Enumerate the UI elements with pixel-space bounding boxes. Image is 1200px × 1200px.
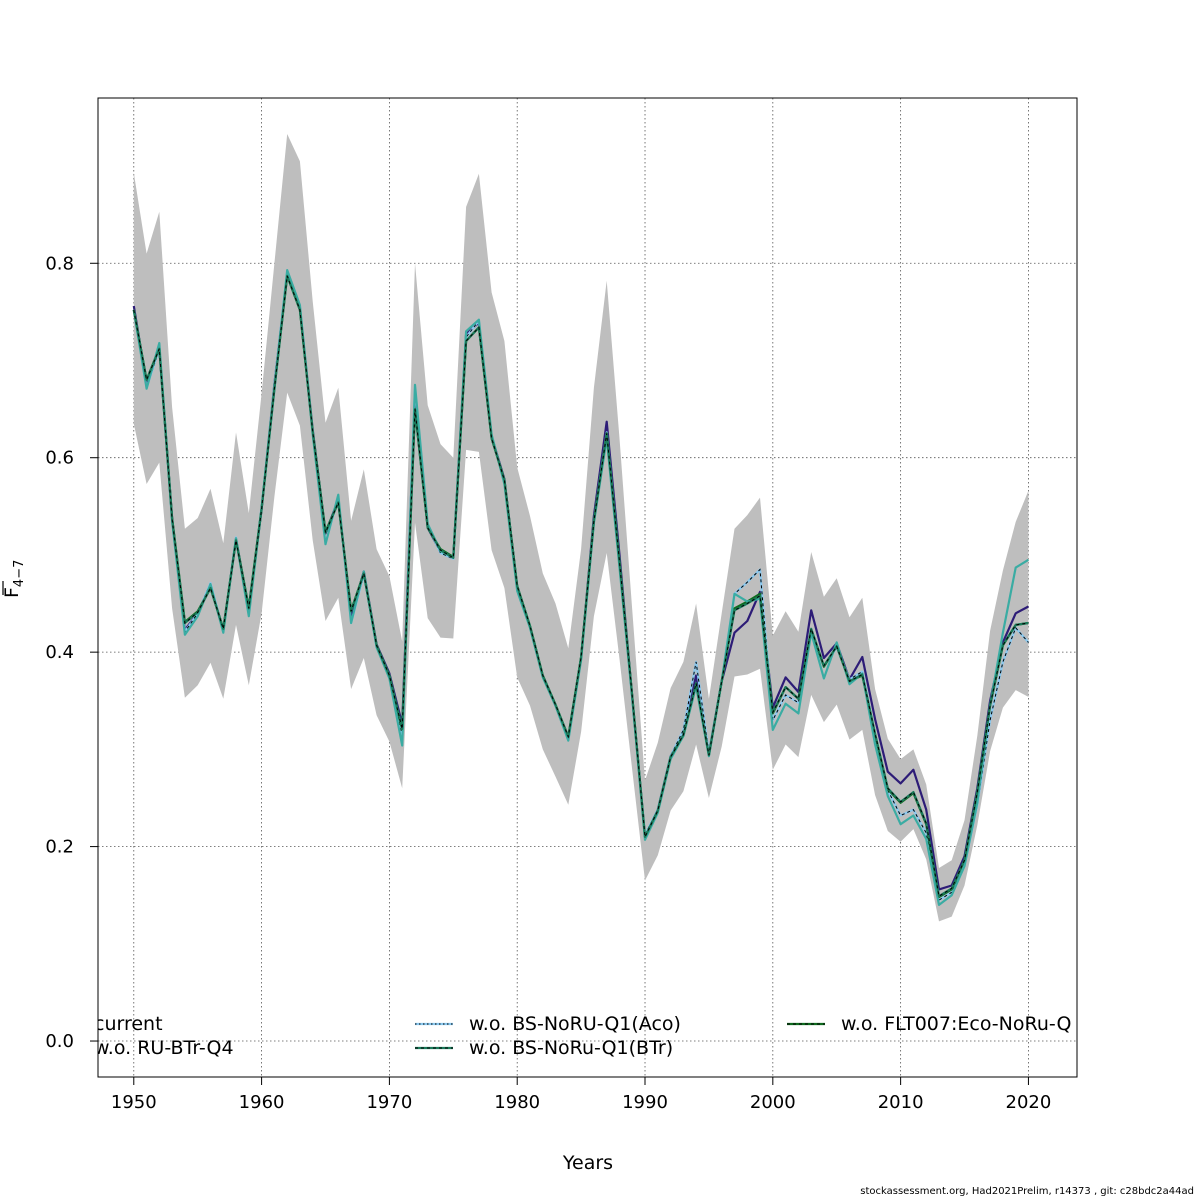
series-layer [132, 269, 1030, 907]
confidence-band [133, 134, 1029, 922]
plot-frame [97, 97, 1078, 1078]
y-axis-title: F4−7 [1, 560, 27, 598]
x-tick-label: 1970 [366, 1092, 412, 1113]
y-axis-title-main: F [1, 587, 23, 598]
svg-text:F4−7: F4−7 [1, 560, 27, 598]
y-tick-label: 0.0 [45, 1031, 74, 1052]
footer-note: stockassessment.org, Had2021Prelim, r143… [860, 1186, 1194, 1197]
y-tick-label: 0.6 [45, 448, 74, 469]
x-tick-label: 2000 [750, 1092, 796, 1113]
axes: 1950 1960 1970 1980 1990 2000 2010 2020 0.0 0.2 0.… [45, 253, 1051, 1113]
x-tick-label: 1990 [622, 1092, 668, 1113]
legend-label: w.o. RU-BTr-Q4 [94, 1037, 234, 1059]
y-tick-label: 0.8 [45, 253, 74, 274]
legend-label: w.o. BS-NoRU-Q1(Aco) [469, 1013, 681, 1035]
x-tick-label: 2020 [1006, 1092, 1052, 1113]
legend-label: w.o. BS-NoRu-Q1(BTr) [469, 1037, 673, 1059]
x-tick-label: 2010 [878, 1092, 924, 1113]
legend-label: current [94, 1013, 163, 1035]
legend: current w.o. BS-NoRU-Q1(Aco) w.o. FLT007:E… [94, 1013, 1071, 1059]
legend-label: w.o. FLT007:Eco-NoRu-Q [841, 1013, 1071, 1035]
x-tick-label: 1950 [111, 1092, 157, 1113]
y-tick-label: 0.4 [45, 642, 74, 663]
x-axis-title: Years [562, 1152, 613, 1174]
y-tick-label: 0.2 [45, 837, 74, 858]
confidence-band-layer [133, 134, 1029, 922]
series-line-5 [132, 274, 1029, 898]
x-tick-label: 1980 [494, 1092, 540, 1113]
x-tick-label: 1960 [239, 1092, 285, 1113]
y-axis-title-sub: 4−7 [12, 560, 27, 587]
